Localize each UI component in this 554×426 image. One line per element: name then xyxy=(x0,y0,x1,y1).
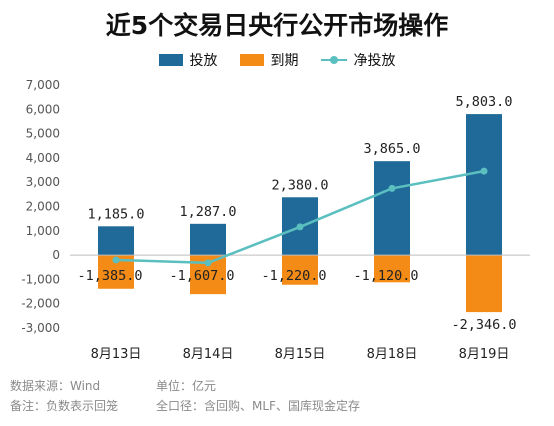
y-tick-label: 3,000 xyxy=(26,175,60,189)
invest-data-label: 1,185.0 xyxy=(88,206,145,222)
chart-title: 近5个交易日央行公开市场操作 xyxy=(105,11,449,40)
y-tick-label: -1,000 xyxy=(21,272,60,286)
footer-scope: 全口径：含回购、MLF、国库现金定存 xyxy=(156,399,360,413)
maturity-data-label: -1,385.0 xyxy=(77,268,142,284)
invest-data-label: 1,287.0 xyxy=(180,204,237,220)
invest-bar xyxy=(374,161,410,256)
net-point xyxy=(112,256,120,264)
legend-item-net: 净投放 xyxy=(320,50,396,70)
y-tick-label: -2,000 xyxy=(21,297,60,311)
chart-plot: 7,000 6,000 5,000 4,000 3,000 2,000 1,000 0 -1,0… xyxy=(21,78,530,362)
legend-label-maturity: 到期 xyxy=(270,53,299,69)
footer-note: 备注：负数表示回笼 xyxy=(10,399,119,413)
maturity-data-label: -1,120.0 xyxy=(353,268,418,284)
y-tick-label: 1,000 xyxy=(26,224,60,238)
legend-label-invest: 投放 xyxy=(189,53,218,69)
maturity-bar xyxy=(466,255,502,313)
invest-bar xyxy=(98,226,134,256)
legend-swatch-net xyxy=(320,54,347,66)
y-tick-label: 5,000 xyxy=(26,127,60,141)
x-tick-label: 8月13日 xyxy=(91,347,142,362)
invest-bar xyxy=(190,223,226,256)
net-point xyxy=(296,223,304,231)
net-point xyxy=(204,259,212,267)
x-tick-label: 8月18日 xyxy=(367,347,418,362)
chart-footer: 数据来源：Wind 单位：亿元 备注：负数表示回笼 全口径：含回购、MLF、国库现金… xyxy=(10,376,360,416)
invest-data-label: 3,865.0 xyxy=(364,141,421,157)
invest-data-label: 2,380.0 xyxy=(272,177,329,193)
y-tick-label: 2,000 xyxy=(26,200,60,214)
y-tick-label: 7,000 xyxy=(26,78,60,92)
legend-swatch-invest xyxy=(158,54,183,66)
chart-legend: 投放 到期 净投放 xyxy=(0,50,554,70)
maturity-data-label: -1,220.0 xyxy=(261,268,326,284)
y-tick-label: 4,000 xyxy=(26,151,60,165)
invest-bar xyxy=(466,114,502,256)
y-tick-label: 6,000 xyxy=(26,102,60,116)
x-tick-label: 8月15日 xyxy=(275,347,326,362)
y-tick-label: -3,000 xyxy=(21,321,60,335)
maturity-bar xyxy=(282,255,318,285)
legend-item-maturity: 到期 xyxy=(239,50,299,70)
x-tick-label: 8月14日 xyxy=(183,347,234,362)
legend-swatch-maturity xyxy=(239,54,264,66)
net-point xyxy=(388,184,396,192)
maturity-data-label: -2,346.0 xyxy=(451,317,516,333)
y-tick-label: 0 xyxy=(52,248,60,262)
legend-item-invest: 投放 xyxy=(158,50,218,70)
maturity-data-label: -1,607.0 xyxy=(169,268,234,284)
x-tick-label: 8月19日 xyxy=(459,347,510,362)
footer-unit: 单位：亿元 xyxy=(156,379,217,393)
maturity-bar xyxy=(374,255,410,283)
footer-source: 数据来源：Wind xyxy=(10,379,101,393)
net-point xyxy=(480,167,488,175)
invest-data-label: 5,803.0 xyxy=(456,94,513,110)
legend-label-net: 净投放 xyxy=(353,53,396,69)
